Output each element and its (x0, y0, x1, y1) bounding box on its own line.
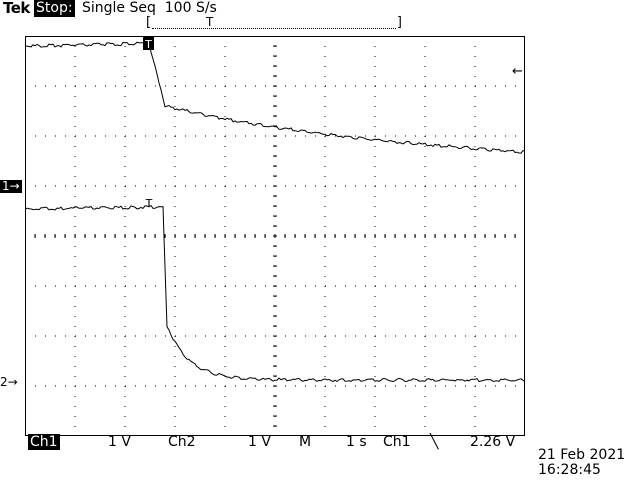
brand-logo: Tek (3, 0, 30, 17)
trigger-level: 2.26 V (470, 434, 516, 450)
graticule-center-ticks (34, 45, 516, 427)
acquisition-state-badge: Stop: (34, 0, 75, 17)
graticule: T T (25, 36, 525, 436)
ch1-ground-marker: 1→ (0, 179, 22, 193)
ch2-ground-marker: 2→ (0, 375, 18, 389)
readout-bar: Ch1 1 V Ch2 1 V M 1 s Ch1 ╲ 2.26 V (0, 434, 640, 450)
timebase: 1 s (346, 434, 367, 450)
ch1-trigger-flag: T (143, 37, 154, 51)
trigger-level-icon: ← (512, 64, 523, 79)
ch2-trigger-flag: T (145, 197, 153, 210)
record-bracket-right: ] (396, 15, 402, 30)
ch1-scale: 1 V (108, 434, 131, 450)
ch2-waveform (25, 204, 525, 383)
ch1-label: Ch1 (28, 434, 60, 450)
ch2-label: Ch2 (168, 434, 196, 450)
record-bracket-left: [ (146, 15, 152, 30)
horizontal-mode: M (299, 434, 312, 450)
svg-text:T: T (144, 38, 152, 51)
ch1-waveform (25, 41, 525, 154)
record-position-bar: [ T ] (146, 15, 402, 32)
falling-edge-icon: ╲ (430, 434, 439, 450)
record-trigger-marker: T (206, 15, 214, 29)
oscilloscope-screen: T T (25, 36, 525, 436)
ch2-scale: 1 V (248, 434, 271, 450)
date: 21 Feb 2021 (538, 447, 626, 463)
trigger-source: Ch1 (383, 434, 411, 450)
time: 16:28:45 (538, 462, 601, 478)
acquisition-mode: Single Seq 100 S/s (82, 0, 217, 16)
record-extent-line (152, 28, 396, 29)
